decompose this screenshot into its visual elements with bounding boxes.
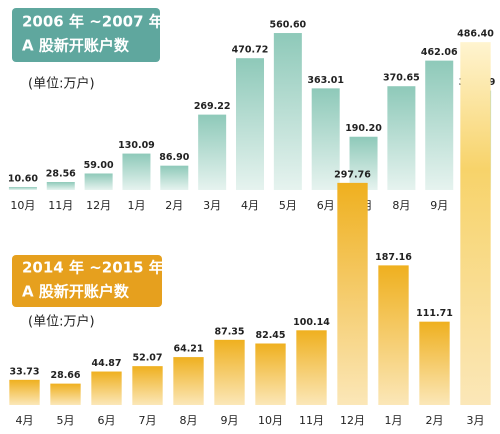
- value-label: 486.40: [457, 29, 494, 40]
- bar: [311, 88, 340, 190]
- x-tick-label: 2月: [165, 199, 183, 212]
- value-label: 59.00: [84, 160, 114, 171]
- bar: [235, 58, 265, 191]
- bar: [9, 379, 40, 405]
- value-label: 33.73: [9, 366, 39, 377]
- x-tick-label: 9月: [430, 199, 448, 212]
- chart-title: 2006 年 ~2007 年: [22, 13, 164, 31]
- bar: [214, 339, 245, 405]
- value-label: 82.45: [255, 330, 285, 341]
- value-label: 28.66: [50, 370, 80, 381]
- x-tick-label: 12月: [86, 199, 111, 212]
- x-tick-label: 8月: [392, 199, 410, 212]
- bar: [8, 187, 37, 190]
- value-label: 190.20: [345, 123, 382, 134]
- value-label: 370.65: [383, 73, 420, 84]
- bar: [387, 86, 416, 190]
- value-label: 100.14: [293, 317, 330, 328]
- value-label: 111.71: [416, 308, 453, 319]
- x-tick-label: 4月: [16, 414, 34, 427]
- x-tick-label: 3月: [203, 199, 221, 212]
- bar: [160, 165, 189, 190]
- bar: [173, 357, 204, 405]
- bar: [132, 366, 163, 405]
- value-label: 64.21: [173, 344, 203, 355]
- x-tick-label: 10月: [258, 414, 283, 427]
- value-label: 28.56: [46, 169, 76, 180]
- value-label: 52.07: [132, 353, 162, 364]
- title-box: [12, 255, 162, 307]
- chart-subtitle: A 股新开账户数: [22, 37, 130, 55]
- x-tick-label: 6月: [98, 414, 116, 427]
- value-label: 560.60: [270, 20, 307, 31]
- x-tick-label: 1月: [385, 414, 403, 427]
- bar: [296, 330, 327, 405]
- title-box: [12, 8, 160, 62]
- bar: [460, 42, 491, 405]
- bar: [50, 383, 81, 405]
- bar: [273, 33, 302, 191]
- bar: [425, 60, 454, 190]
- x-tick-label: 1月: [127, 199, 145, 212]
- bar: [46, 182, 75, 190]
- x-tick-label: 7月: [139, 414, 157, 427]
- bar: [255, 343, 286, 405]
- unit-label: (单位:万户): [28, 76, 95, 92]
- value-label: 187.16: [375, 252, 412, 263]
- chart-subtitle: A 股新开账户数: [22, 283, 130, 301]
- value-label: 44.87: [91, 358, 121, 369]
- bar: [91, 371, 122, 405]
- x-tick-label: 8月: [180, 414, 198, 427]
- x-tick-label: 10月: [10, 199, 35, 212]
- value-label: 86.90: [159, 152, 189, 163]
- chart-title: 2014 年 ~2015 年: [22, 259, 164, 277]
- value-label: 470.72: [232, 45, 269, 56]
- x-tick-label: 6月: [317, 199, 335, 212]
- value-label: 87.35: [214, 326, 244, 337]
- bar: [378, 265, 409, 405]
- x-tick-label: 2月: [426, 414, 444, 427]
- x-tick-label: 4月: [241, 199, 259, 212]
- x-tick-label: 5月: [279, 199, 297, 212]
- value-label: 130.09: [118, 140, 155, 151]
- bar: [349, 136, 378, 190]
- x-tick-label: 3月: [467, 414, 485, 427]
- value-label: 363.01: [307, 75, 344, 86]
- unit-label: (单位:万户): [28, 314, 95, 330]
- value-label: 462.06: [421, 47, 458, 58]
- x-tick-label: 11月: [48, 199, 73, 212]
- bar: [419, 321, 450, 405]
- value-label: 269.22: [194, 101, 231, 112]
- x-tick-label: 11月: [299, 414, 324, 427]
- x-tick-label: 12月: [340, 414, 365, 427]
- value-label: 10.60: [8, 174, 38, 185]
- x-tick-label: 9月: [221, 414, 239, 427]
- bar: [337, 182, 368, 405]
- bar: [84, 173, 113, 190]
- x-tick-label: 5月: [57, 414, 75, 427]
- bar: [198, 114, 227, 190]
- value-label: 297.76: [334, 169, 371, 180]
- bar: [122, 153, 151, 190]
